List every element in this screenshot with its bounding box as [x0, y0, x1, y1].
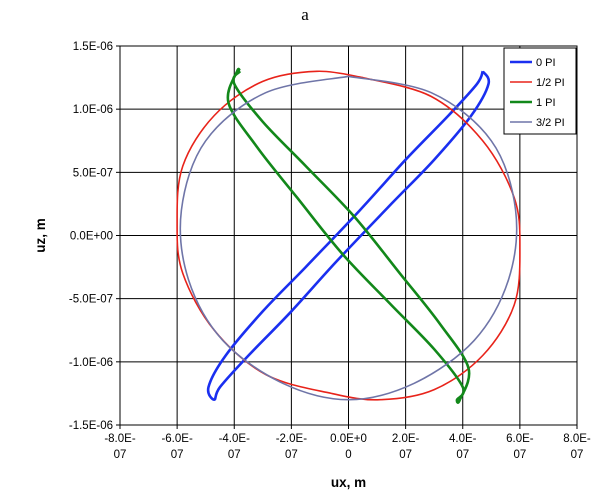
legend-label: 1/2 PI: [536, 77, 565, 89]
x-tick-label-line2: 07: [571, 449, 584, 461]
plot-curves: [176, 67, 521, 404]
x-tick-label: -8.0E-: [104, 433, 135, 445]
x-axis-ticks: -8.0E- 07 -6.0E- 07 -4.0E- 07 -2.0E- 07 0.0E+0 0 2…: [104, 425, 591, 461]
x-tick-label: 8.0E-: [563, 433, 591, 445]
x-tick-label: 2.0E-: [392, 433, 420, 445]
series-line-3: [226, 67, 471, 404]
y-tick-label: -1.0E-06: [69, 357, 113, 369]
legend-label: 3/2 PI: [536, 117, 565, 129]
x-tick-label: 4.0E-: [449, 433, 477, 445]
y-tick-label: 0.0E+00: [70, 231, 113, 243]
chart-title: a: [301, 5, 309, 24]
y-tick-label: 1.0E-06: [73, 104, 113, 116]
x-tick-label-line2: 07: [285, 449, 298, 461]
legend-label: 1 PI: [536, 97, 556, 109]
y-axis-ticks: 1.5E-06 1.0E-06 5.0E-07 0.0E+00 -5.0E-07 -1.0…: [69, 41, 120, 432]
y-tick-label: 1.5E-06: [73, 41, 113, 53]
y-axis-label: uz, m: [33, 218, 48, 253]
legend-label: 0 PI: [536, 57, 556, 69]
y-tick-label: -5.0E-07: [69, 294, 113, 306]
x-tick-label-line2: 0: [345, 449, 351, 461]
x-tick-label: -6.0E-: [161, 433, 192, 445]
y-tick-label: -1.5E-06: [69, 420, 113, 432]
x-tick-label-line2: 07: [399, 449, 412, 461]
x-tick-label-line2: 07: [456, 449, 469, 461]
x-tick-label-line2: 07: [513, 449, 526, 461]
x-tick-label-line2: 07: [171, 449, 184, 461]
x-tick-label: 0.0E+0: [330, 433, 367, 445]
x-tick-label: -2.0E-: [276, 433, 307, 445]
x-tick-label: -4.0E-: [219, 433, 250, 445]
x-tick-label-line2: 07: [228, 449, 241, 461]
series-line-4: [179, 75, 518, 401]
x-axis-label: ux, m: [331, 475, 366, 490]
legend: 0 PI 1/2 PI 1 PI 3/2 PI: [503, 47, 577, 135]
x-tick-label: 6.0E-: [506, 433, 534, 445]
x-tick-label-line2: 07: [114, 449, 127, 461]
series-line-1: [206, 70, 491, 401]
y-tick-label: 5.0E-07: [73, 167, 113, 179]
